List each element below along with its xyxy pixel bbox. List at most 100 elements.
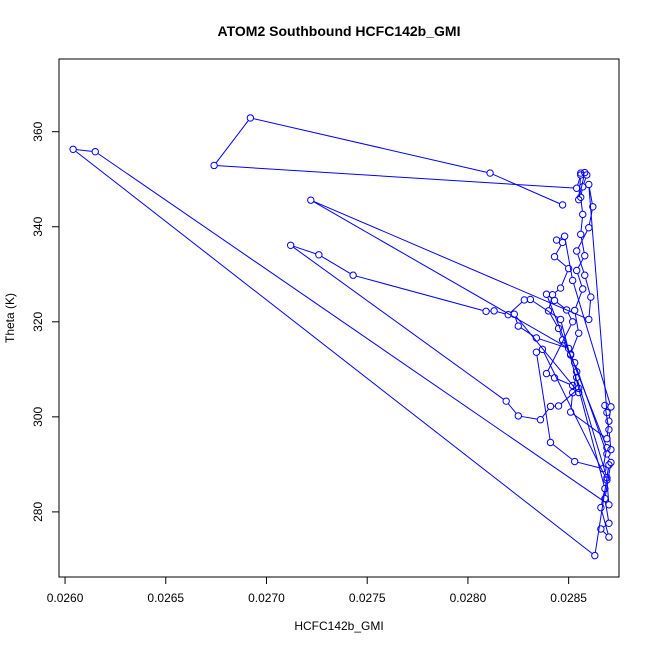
series-segment (573, 283, 611, 404)
series-segment (313, 200, 587, 319)
data-point (564, 344, 573, 353)
data-point (603, 476, 611, 484)
series-segment (492, 173, 560, 205)
data-point (520, 296, 529, 304)
x-tick-label: 0.0275 (349, 591, 386, 605)
series-segment (602, 450, 607, 466)
x-tick-label: 0.0285 (550, 591, 587, 605)
series-segment (76, 149, 93, 152)
series-segment (583, 177, 587, 184)
data-point (538, 345, 547, 354)
data-point (579, 285, 587, 293)
data-point (307, 196, 315, 204)
data-point (581, 271, 589, 279)
series-segment (580, 189, 583, 195)
series-segment (313, 201, 567, 348)
series-segment (543, 352, 606, 478)
data-point (607, 445, 615, 454)
data-point (554, 324, 563, 333)
series-segment (253, 118, 488, 173)
y-tick-label: 280 (31, 502, 45, 522)
series-segment (567, 312, 572, 320)
data-point (568, 276, 577, 285)
data-point (585, 224, 593, 232)
series-segment (536, 355, 551, 440)
series-segment (575, 365, 607, 452)
series-segment (588, 187, 593, 204)
data-point (546, 402, 555, 411)
series-segment (547, 324, 572, 371)
data-point (591, 551, 599, 560)
x-tick-label: 0.0260 (47, 591, 84, 605)
x-axis-label: HCFC142b_GMI (294, 619, 383, 633)
series-segment (580, 217, 583, 232)
data-point (603, 473, 611, 482)
data-point (570, 457, 579, 466)
data-point (556, 284, 565, 292)
data-point (486, 169, 494, 177)
series-segment (549, 313, 558, 326)
data-point (568, 318, 577, 326)
series-line (75, 118, 612, 555)
data-point (544, 307, 553, 315)
data-point (607, 458, 615, 467)
data-point (536, 415, 545, 424)
series-segment (588, 300, 592, 317)
data-point (605, 417, 613, 425)
data-point (69, 145, 77, 153)
series-segment (601, 510, 609, 535)
series-segment (321, 256, 351, 275)
series-segment (521, 415, 538, 420)
data-point (575, 195, 583, 204)
data-point (286, 241, 295, 249)
data-point (603, 444, 611, 452)
series-segment (578, 175, 585, 197)
data-point (583, 171, 591, 179)
data-point (579, 183, 587, 191)
y-tick-label: 340 (31, 216, 45, 236)
data-point (572, 247, 581, 255)
data-point (558, 336, 567, 344)
series-segment (580, 237, 585, 253)
series-segment (547, 297, 607, 445)
series-segment (560, 390, 577, 405)
data-point (572, 373, 581, 382)
series-segment (293, 245, 316, 255)
data-point (599, 464, 607, 473)
data-point (572, 368, 581, 376)
data-point (349, 271, 357, 279)
series-segment (604, 408, 609, 427)
data-point (514, 322, 522, 330)
data-point (575, 384, 583, 393)
series-segment (577, 461, 600, 469)
series-segment (515, 316, 578, 391)
x-tick-label: 0.0265 (147, 591, 184, 605)
series-segment (588, 187, 608, 410)
series-segment (554, 289, 559, 294)
data-point (605, 501, 613, 509)
data-point (575, 329, 583, 337)
data-point (542, 369, 551, 378)
data-point (552, 236, 561, 244)
data-point (570, 358, 579, 367)
data-point (605, 425, 613, 434)
series-segment (577, 177, 581, 186)
data-point (550, 252, 559, 261)
series-segment (577, 380, 607, 475)
data-point (514, 412, 522, 420)
data-point (605, 533, 613, 541)
data-point (566, 351, 575, 359)
y-axis: 280 300 320 340 360 (31, 121, 60, 522)
data-point (603, 408, 611, 417)
series-segment (556, 302, 565, 309)
series-segment (215, 120, 249, 164)
series-points (69, 114, 615, 560)
data-point (550, 374, 559, 382)
series-segment (97, 153, 607, 504)
data-point (570, 306, 579, 315)
data-point (575, 388, 583, 397)
series-segment (556, 258, 567, 267)
data-point (601, 484, 609, 493)
data-point (554, 402, 563, 410)
